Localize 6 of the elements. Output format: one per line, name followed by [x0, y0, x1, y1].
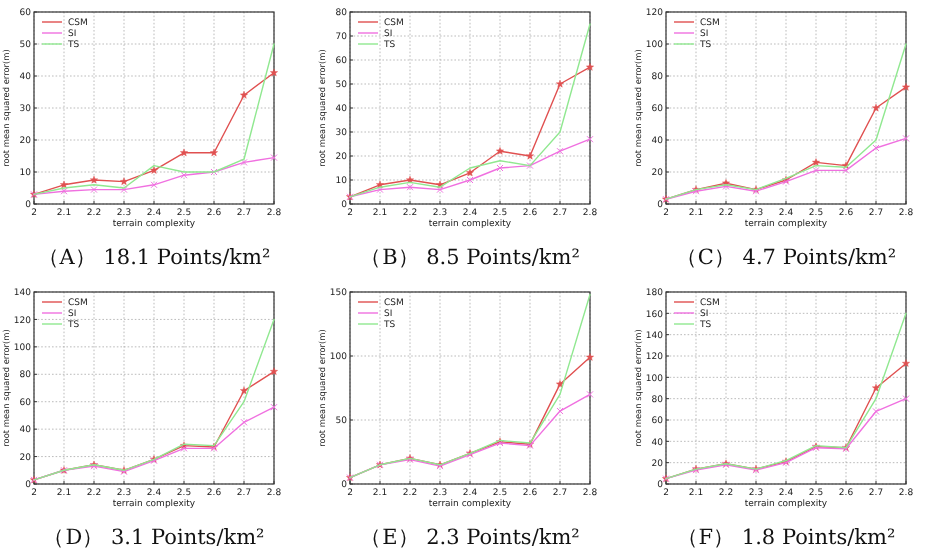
text: （E） 2.3 Points/km² — [360, 526, 580, 550]
text: （C） 4.7 Points/km² — [675, 246, 897, 270]
text: （D） 3.1 Points/km² — [43, 526, 265, 550]
text: （B） 8.5 Points/km² — [360, 246, 580, 270]
text: （A） 18.1 Points/km² — [37, 246, 271, 270]
text: （F） 1.8 Points/km² — [676, 526, 896, 550]
